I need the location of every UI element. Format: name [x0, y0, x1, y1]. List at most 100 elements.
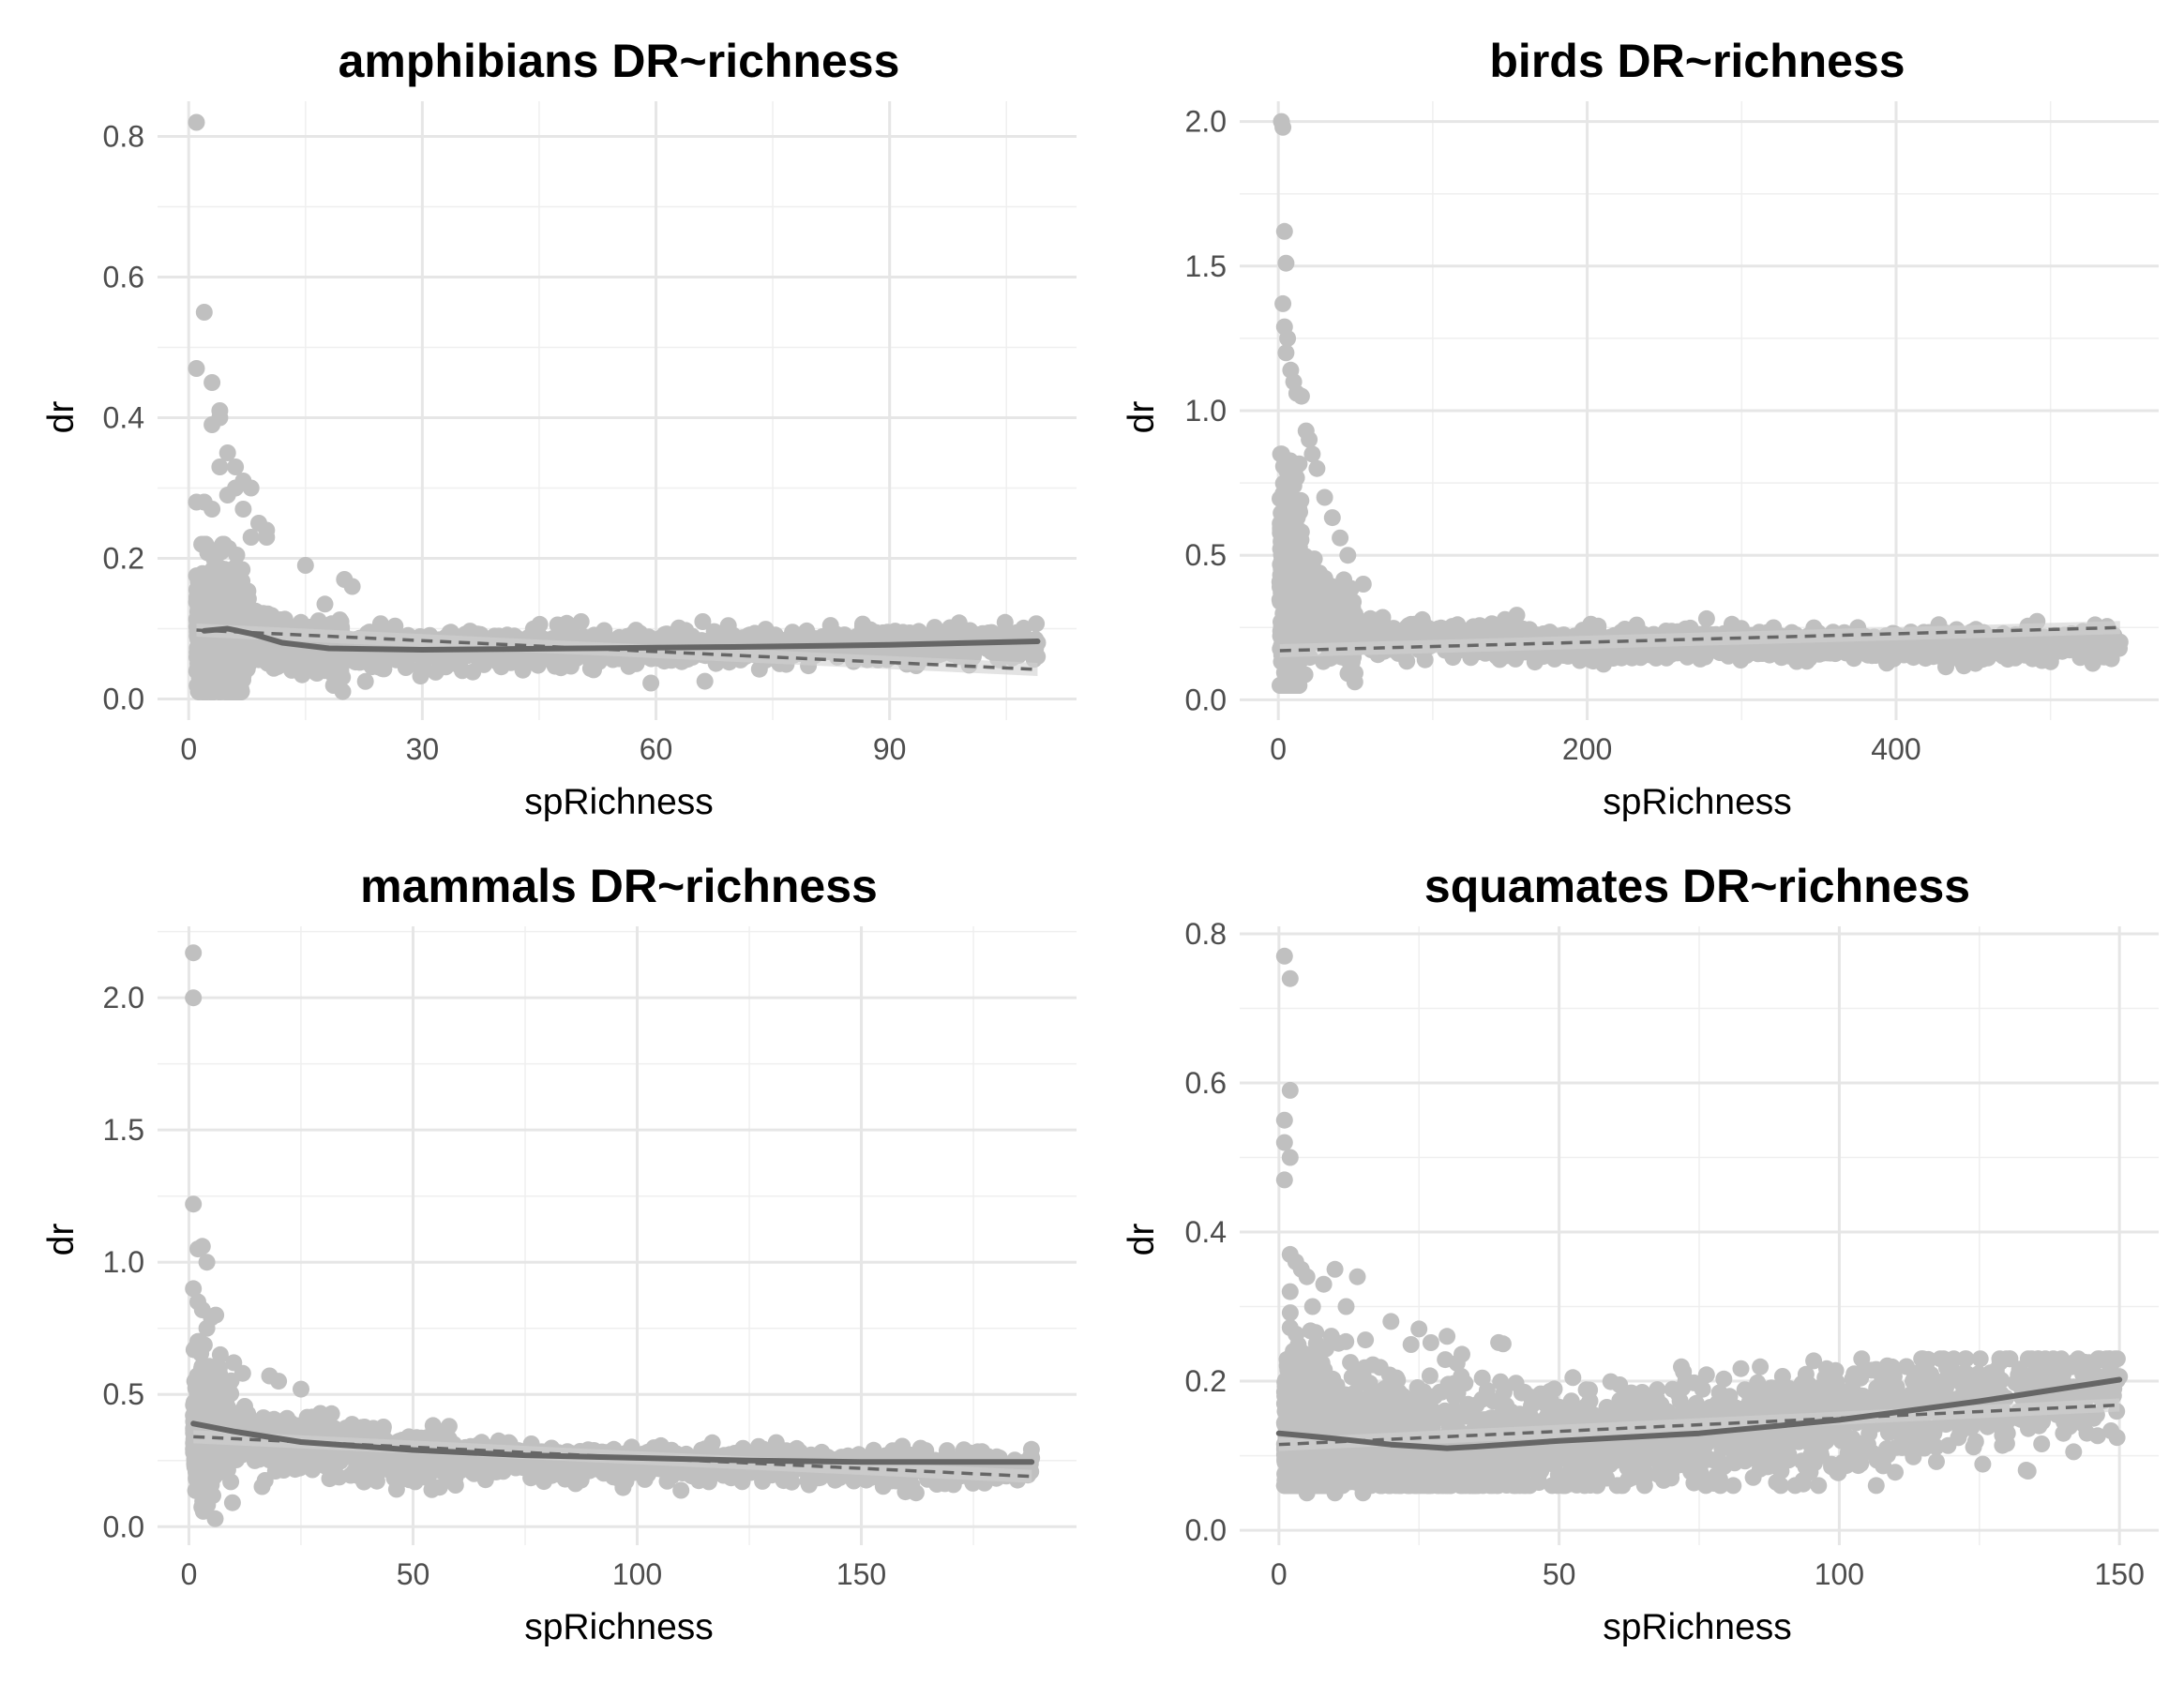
data-point-outlier	[1292, 387, 1310, 405]
panel-amphibians: amphibians DR~richness 0 30 60 900.00.20.40…	[41, 35, 1077, 822]
x-axis-label: spRichness	[524, 782, 714, 822]
data-point	[1288, 508, 1306, 526]
data-point	[294, 666, 311, 684]
data-point	[642, 674, 660, 692]
data-point	[1279, 620, 1297, 638]
data-point	[529, 621, 547, 639]
data-point	[1301, 579, 1318, 596]
data-point	[316, 662, 334, 680]
data-point-outlier	[1308, 459, 1326, 477]
y-tick-label: 1.0	[1185, 394, 1227, 428]
x-tick-label: 50	[397, 1557, 430, 1591]
data-point-outlier	[1301, 430, 1318, 448]
data-point	[221, 665, 239, 683]
data-point-outlier	[218, 487, 236, 503]
data-point	[1925, 638, 1942, 655]
x-tick-label: 400	[1871, 732, 1920, 766]
data-point	[412, 660, 429, 678]
plot-area-amphibians: 0 30 60 900.00.20.40.60.8	[103, 101, 1077, 766]
data-point	[193, 535, 211, 553]
data-point	[366, 653, 384, 670]
data-point-outlier	[1277, 344, 1295, 362]
data-point-outlier	[1332, 529, 1349, 547]
data-point	[1398, 623, 1416, 640]
panel-title: mammals DR~richness	[360, 860, 878, 912]
y-tick-label: 1.5	[103, 1113, 144, 1147]
x-tick-label: 100	[612, 1557, 662, 1591]
data-point-outlier	[1354, 576, 1372, 593]
panel-birds: birds DR~richness 0 200 4000.00.51.01.52.0…	[1122, 35, 2159, 822]
panel-title: birds DR~richness	[1489, 35, 1905, 87]
y-axis-label: dr	[1122, 401, 1162, 434]
y-tick-label: 1.0	[103, 1245, 144, 1279]
y-tick-label: 0.0	[103, 1510, 144, 1543]
y-axis-label: dr	[41, 401, 82, 434]
data-point	[201, 606, 218, 624]
x-tick-label: 90	[873, 732, 907, 766]
data-point	[356, 672, 374, 690]
y-tick-label: 0.5	[1185, 538, 1227, 572]
y-tick-label: 0.2	[103, 542, 144, 576]
data-point	[672, 1481, 690, 1499]
data-point	[1028, 615, 1046, 633]
data-point	[1982, 644, 2000, 662]
data-point	[1608, 647, 1626, 665]
y-tick-label: 0.0	[1185, 683, 1227, 716]
data-point-outlier	[258, 529, 276, 546]
x-tick-label: 200	[1562, 732, 1612, 766]
data-point	[316, 595, 334, 613]
data-point	[2084, 654, 2101, 672]
data-point	[941, 619, 959, 637]
data-point-outlier	[203, 374, 221, 391]
y-tick-label: 2.0	[103, 981, 144, 1014]
panel-mammals: mammals DR~richness 0 50 100 1500.00.51.01.…	[41, 860, 1077, 1647]
data-point-outlier	[1303, 445, 1321, 463]
data-point	[276, 610, 294, 628]
data-point	[2081, 634, 2099, 652]
data-point	[1346, 673, 1363, 691]
data-point-outlier	[203, 416, 221, 433]
data-point	[1283, 462, 1301, 480]
x-tick-label: 150	[836, 1557, 886, 1591]
data-point	[1299, 609, 1317, 627]
data-point	[321, 1470, 339, 1488]
data-point	[1398, 653, 1416, 670]
data-point	[1281, 488, 1299, 506]
data-point	[497, 654, 515, 671]
data-point	[2024, 648, 2041, 666]
x-tick-label: 0	[1270, 732, 1287, 766]
y-tick-label: 0.8	[103, 120, 144, 154]
data-point	[1338, 609, 1356, 626]
data-point	[1287, 533, 1304, 551]
data-point-outlier	[1274, 294, 1292, 312]
x-tick-label: 0	[180, 732, 197, 766]
y-tick-label: 0.6	[103, 261, 144, 294]
data-point-outlier	[1274, 118, 1292, 136]
data-point-outlier	[694, 613, 712, 630]
y-tick-label: 2.0	[1185, 105, 1227, 139]
data-point	[1692, 650, 1710, 668]
data-point	[1279, 664, 1297, 681]
data-point	[201, 637, 218, 654]
data-point	[1342, 656, 1360, 674]
data-point	[228, 547, 246, 564]
data-point	[332, 662, 350, 680]
data-point-outlier	[1277, 254, 1295, 272]
data-point	[214, 576, 231, 594]
data-point	[1878, 654, 1895, 672]
data-point	[740, 626, 758, 644]
x-axis-label: spRichness	[1603, 782, 1792, 822]
data-point-outlier	[188, 113, 205, 131]
data-point	[190, 569, 208, 587]
data-point	[213, 537, 230, 555]
panel-title: amphibians DR~richness	[339, 35, 900, 87]
data-point	[265, 659, 282, 677]
data-point-outlier	[296, 557, 314, 574]
data-point	[696, 672, 714, 690]
data-point	[1273, 445, 1290, 463]
x-tick-label: 0	[181, 1557, 198, 1591]
data-point-outlier	[1275, 222, 1293, 240]
